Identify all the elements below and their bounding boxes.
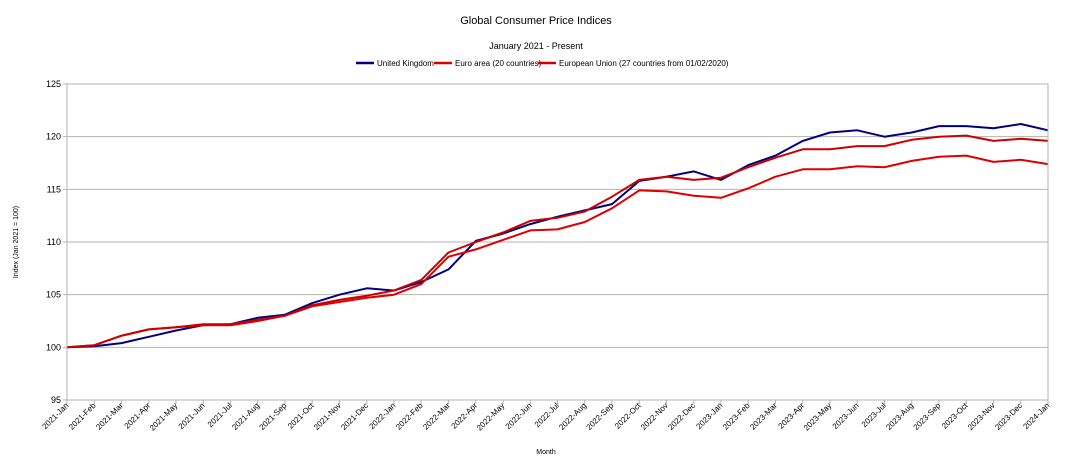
series-line-2 — [66, 134, 1049, 349]
x-tick-label: 2022-May — [475, 401, 507, 433]
x-tick-label: 2022-Nov — [639, 401, 670, 432]
x-tick-label: 2023-Jan — [694, 401, 724, 431]
x-tick-label: 2023-May — [802, 401, 834, 433]
x-tick-label: 2022-Mar — [421, 401, 452, 432]
series-lines — [66, 123, 1049, 349]
x-axis-ticks: 2021-Jan2021-Feb2021-Mar2021-Apr2021-May… — [40, 400, 1051, 433]
x-tick-label: 2021-Mar — [94, 401, 125, 432]
series-line-1 — [66, 154, 1049, 349]
x-tick-label: 2023-Jun — [831, 401, 861, 431]
y-tick-label: 105 — [46, 290, 61, 300]
x-tick-label: 2021-Dec — [339, 401, 370, 432]
chart-title: Global Consumer Price Indices — [460, 15, 612, 27]
x-tick-label: 2021-Aug — [230, 401, 261, 432]
legend-label-eu: European Union (27 countries from 01/02/… — [559, 59, 729, 68]
x-tick-label: 2023-Aug — [884, 401, 915, 432]
x-tick-label: 2024-Jan — [1021, 401, 1051, 431]
x-tick-label: 2023-Mar — [748, 401, 779, 432]
chart-subtitle: January 2021 - Present — [489, 41, 583, 51]
x-tick-label: 2023-Feb — [721, 401, 752, 432]
x-tick-label: 2022-Jun — [504, 401, 534, 431]
y-tick-label: 120 — [46, 132, 61, 142]
x-tick-label: 2022-Feb — [394, 401, 425, 432]
x-tick-label: 2022-Aug — [557, 401, 588, 432]
x-tick-label: 2021-Nov — [312, 401, 343, 432]
x-tick-label: 2021-May — [148, 401, 180, 433]
x-tick-label: 2023-Sep — [912, 401, 943, 432]
x-tick-label: 2021-Jun — [177, 401, 207, 431]
x-tick-label: 2021-Jan — [40, 401, 70, 431]
y-axis-ticks: 95 100 105 110 115 120 125 — [46, 79, 67, 405]
x-tick-label: 2022-Jan — [367, 401, 397, 431]
x-tick-label: 2023-Dec — [993, 401, 1024, 432]
x-tick-label: 2022-Sep — [585, 401, 616, 432]
legend-label-euro-area: Euro area (20 countries) — [455, 59, 542, 68]
series-line-0 — [66, 123, 1049, 349]
plot-area-frame — [66, 83, 1049, 401]
y-tick-label: 125 — [46, 79, 61, 89]
x-axis-label: Month — [536, 449, 556, 456]
y-tick-label: 110 — [47, 237, 61, 247]
x-tick-label: 2021-Sep — [258, 401, 289, 432]
legend: United Kingdom Euro area (20 countries) … — [356, 59, 729, 68]
y-tick-label: 115 — [47, 184, 61, 194]
gridlines — [67, 83, 1048, 401]
y-tick-label: 95 — [51, 395, 61, 405]
x-tick-label: 2022-Dec — [666, 401, 697, 432]
y-axis-label: Index (Jan 2021 = 100) — [13, 206, 20, 278]
x-tick-label: 2021-Feb — [67, 401, 98, 432]
legend-label-uk: United Kingdom — [377, 59, 434, 68]
x-tick-label: 2023-Nov — [966, 401, 997, 432]
y-tick-label: 100 — [46, 342, 61, 352]
